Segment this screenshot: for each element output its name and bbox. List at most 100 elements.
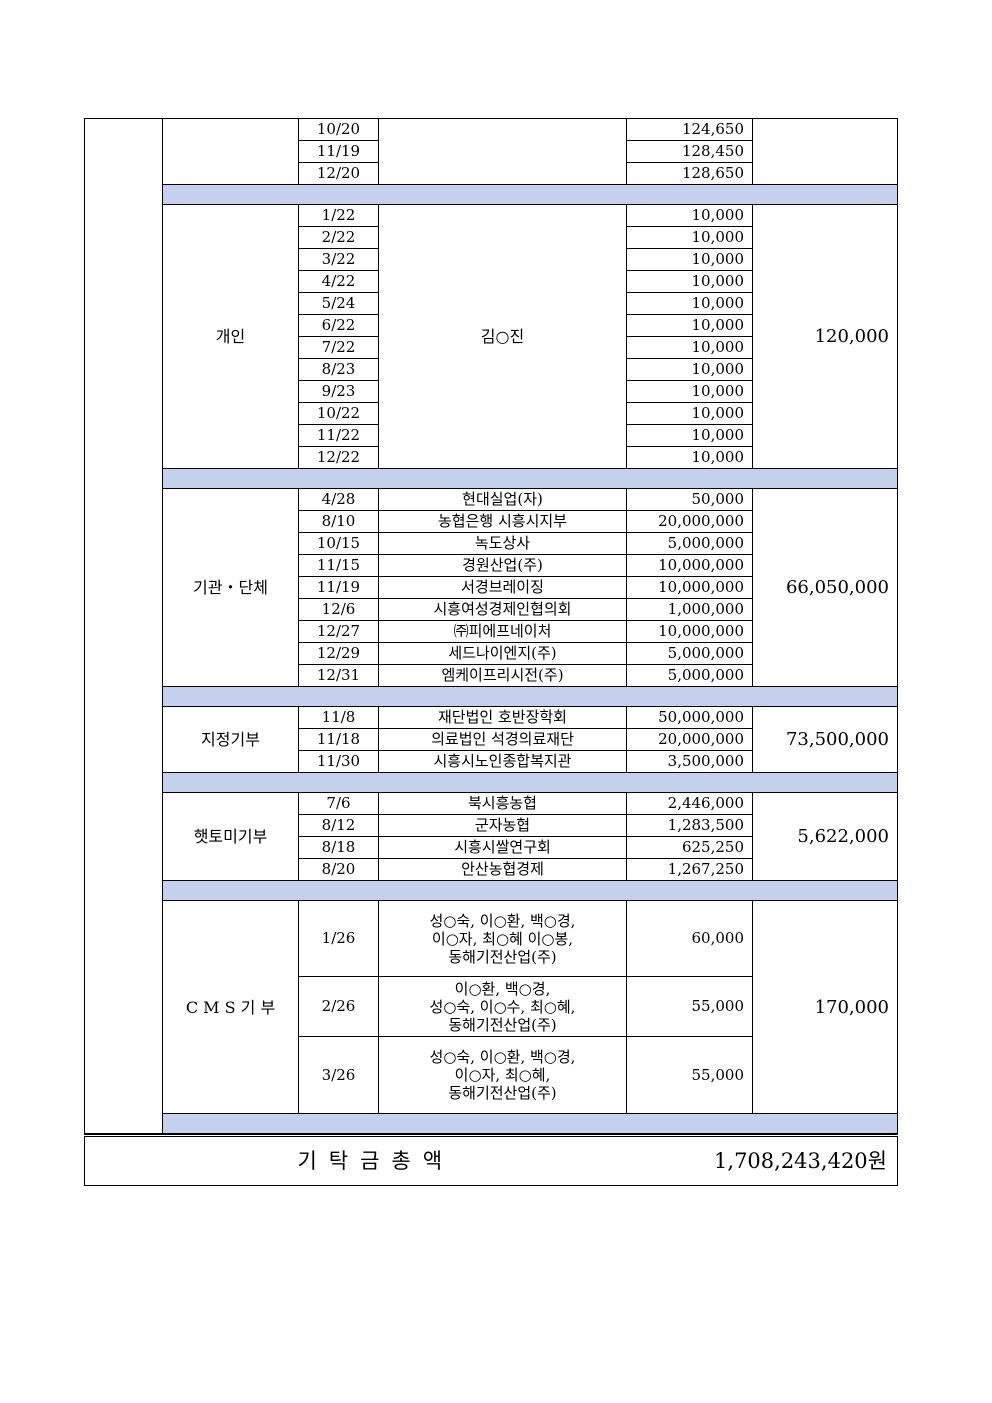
table-row: 2/26 이○환, 백○경, 성○숙, 이○수, 최○혜, 동해기전산업(주) 55…	[85, 976, 898, 1037]
amount-cell: 10,000	[626, 226, 753, 249]
date-cell: 2/26	[298, 976, 379, 1037]
donor-name-cell: 의료법인 석경의료재단	[378, 728, 627, 751]
table-row: 10/20 124,650	[84, 118, 898, 1134]
group-total-cell: 5,622,000	[752, 792, 898, 881]
table-row: 4/22 10,000	[85, 270, 898, 293]
separator-row	[85, 468, 898, 489]
date-cell: 12/20	[298, 162, 379, 185]
date-cell: 5/24	[298, 292, 379, 315]
grand-total-table: 기탁금총액 1,708,243,420원	[84, 1134, 898, 1186]
donor-name-cell: 이○환, 백○경, 성○숙, 이○수, 최○혜, 동해기전산업(주)	[378, 976, 627, 1037]
separator-row	[85, 184, 898, 205]
amount-cell: 10,000,000	[626, 554, 753, 577]
grand-total-row: 기탁금총액 1,708,243,420원	[84, 1135, 898, 1186]
date-cell: 11/19	[298, 140, 379, 163]
table-row: 햇토미기부 7/6 북시흥농협 2,446,000 5,622,000	[85, 792, 898, 881]
date-cell: 11/15	[298, 554, 379, 577]
date-cell: 12/31	[298, 664, 379, 687]
table-row: 12/31 엠케이프리시전(주) 5,000,000	[85, 664, 898, 687]
amount-cell: 1,267,250	[626, 858, 753, 881]
outer-blank-cell	[84, 118, 163, 1134]
group-total-cell: 120,000	[752, 204, 898, 469]
separator-cell	[162, 184, 898, 205]
amount-cell: 10,000	[626, 248, 753, 271]
amount-cell: 10,000	[626, 424, 753, 447]
donor-name-cell: 시흥시노인종합복지관	[378, 750, 627, 773]
amount-cell: 10,000	[626, 402, 753, 425]
date-cell: 3/22	[298, 248, 379, 271]
group-total-cell: 73,500,000	[752, 706, 898, 773]
table-row: 12/6 시흥여성경제인협의회 1,000,000	[85, 598, 898, 621]
table-row: 7/22 10,000	[85, 336, 898, 359]
donor-name-cell: 성○숙, 이○환, 백○경, 이○자, 최○혜 이○봉, 동해기전산업(주)	[378, 900, 627, 977]
date-cell: 8/18	[298, 836, 379, 859]
date-cell: 2/22	[298, 226, 379, 249]
separator-cell	[162, 686, 898, 707]
separator-cell	[162, 880, 898, 901]
date-cell: 4/28	[298, 488, 379, 511]
donor-name-cell: 녹도상사	[378, 532, 627, 555]
date-cell: 4/22	[298, 270, 379, 293]
separator-row	[85, 686, 898, 707]
amount-cell: 10,000,000	[626, 576, 753, 599]
date-cell: 10/20	[298, 118, 379, 141]
date-cell: 12/6	[298, 598, 379, 621]
amount-cell: 1,000,000	[626, 598, 753, 621]
category-cell: 지정기부	[162, 706, 299, 773]
donor-name-cell: 서경브레이징	[378, 576, 627, 599]
table-row: 개인 1/22 김○진 10,000 120,000	[85, 204, 898, 469]
amount-cell: 625,250	[626, 836, 753, 859]
amount-cell: 128,650	[626, 162, 753, 185]
separator-cell	[162, 1113, 898, 1134]
donation-table: 10/20 124,650 11/19 128,450 12/20 128,650 개인 1/…	[84, 118, 898, 1134]
table-row: 11/19 서경브레이징 10,000,000	[85, 576, 898, 599]
date-cell: 12/29	[298, 642, 379, 665]
amount-cell: 5,000,000	[626, 642, 753, 665]
date-cell: 11/18	[298, 728, 379, 751]
table-row: 5/24 10,000	[85, 292, 898, 315]
amount-cell: 10,000	[626, 270, 753, 293]
table-row: 6/22 10,000	[85, 314, 898, 337]
date-cell: 11/22	[298, 424, 379, 447]
donor-name-cell: 현대실업(자)	[378, 488, 627, 511]
table-row: 10/22 10,000	[85, 402, 898, 425]
table-row: 11/15 경원산업(주) 10,000,000	[85, 554, 898, 577]
donor-name-cell: 엠케이프리시전(주)	[378, 664, 627, 687]
table-row: 8/10 농협은행 시흥시지부 20,000,000	[85, 510, 898, 533]
donor-name-cell: 성○숙, 이○환, 백○경, 이○자, 최○혜, 동해기전산업(주)	[378, 1036, 627, 1114]
date-cell: 6/22	[298, 314, 379, 337]
date-cell: 8/10	[298, 510, 379, 533]
amount-cell: 60,000	[626, 900, 753, 977]
category-cell	[162, 118, 299, 185]
separator-row	[85, 772, 898, 793]
date-cell: 8/20	[298, 858, 379, 881]
separator-cell	[162, 468, 898, 489]
group-total-cell	[752, 118, 898, 185]
grand-total-label: 기탁금총액	[84, 1135, 627, 1186]
amount-cell: 10,000	[626, 292, 753, 315]
date-cell: 1/22	[298, 204, 379, 227]
table-row: 12/27 ㈜피에프네이처 10,000,000	[85, 620, 898, 643]
amount-cell: 128,450	[626, 140, 753, 163]
amount-cell: 20,000,000	[626, 510, 753, 533]
category-cell: 햇토미기부	[162, 792, 299, 881]
table-row: 8/12 군자농협 1,283,500	[85, 814, 898, 837]
group-total-cell: 170,000	[752, 900, 898, 1114]
date-cell: 9/23	[298, 380, 379, 403]
separator-row	[85, 1113, 898, 1134]
amount-cell: 55,000	[626, 1036, 753, 1114]
table-row: 기관・단체 4/28 현대실업(자) 50,000 66,050,000	[85, 488, 898, 687]
table-row: 지정기부 11/8 재단법인 호반장학회 50,000,000 73,500,000	[85, 706, 898, 773]
date-cell: 11/30	[298, 750, 379, 773]
table-row: 12/29 세드나이엔지(주) 5,000,000	[85, 642, 898, 665]
date-cell: 12/22	[298, 446, 379, 469]
donor-name-cell: 재단법인 호반장학회	[378, 706, 627, 729]
donor-name-cell: ㈜피에프네이처	[378, 620, 627, 643]
grand-total-value: 1,708,243,420원	[626, 1135, 898, 1186]
amount-cell: 10,000	[626, 336, 753, 359]
table-row: 9/23 10,000	[85, 380, 898, 403]
donor-name-cell: 안산농협경제	[378, 858, 627, 881]
donor-name-cell: 시흥여성경제인협의회	[378, 598, 627, 621]
group-total-cell: 66,050,000	[752, 488, 898, 687]
donor-name-cell	[378, 118, 627, 185]
